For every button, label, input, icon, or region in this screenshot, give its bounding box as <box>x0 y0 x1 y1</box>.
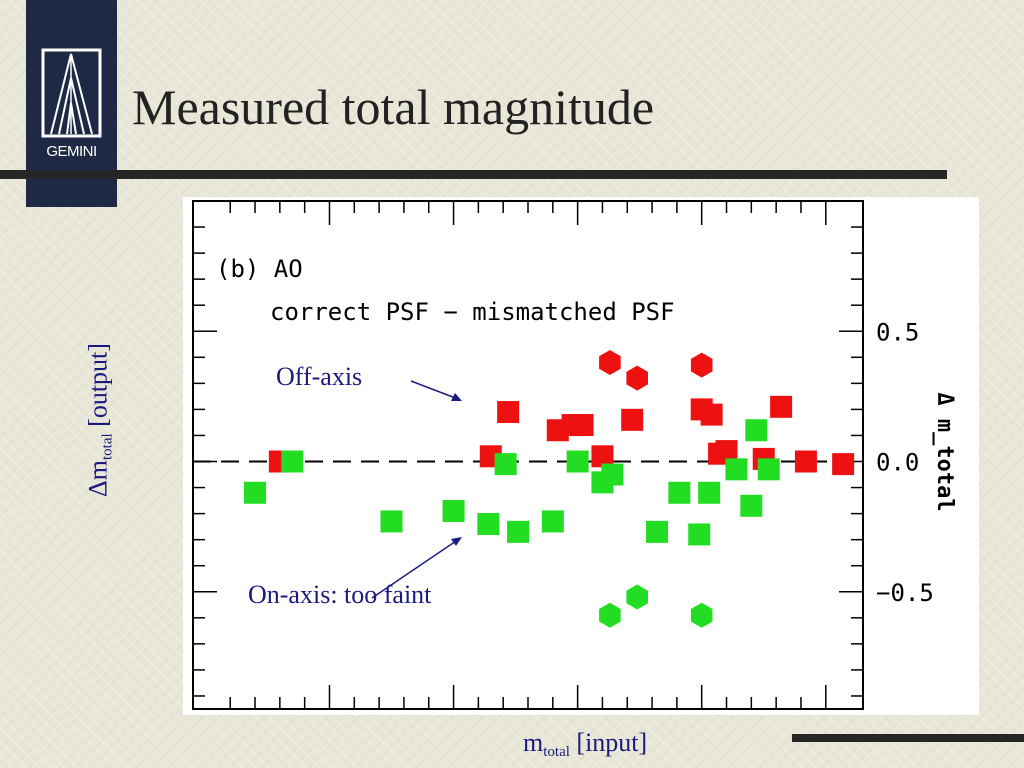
right-axis-label: Δ m_total <box>932 392 957 511</box>
gemini-logo-icon <box>41 48 102 138</box>
on-axis-arrow <box>371 538 460 599</box>
logo-text: GEMINI <box>46 143 97 160</box>
y-tick-label: −0.5 <box>876 579 934 607</box>
green-square-point <box>507 520 530 543</box>
y-tick-label: 0.5 <box>876 318 919 346</box>
on-axis-arrowhead <box>451 537 462 546</box>
title-underline-bar <box>0 170 947 179</box>
x-axis-label: mtotal [input] <box>523 728 648 760</box>
red-square-point <box>700 403 723 426</box>
off-axis-arrowhead <box>451 393 462 401</box>
red-square-point <box>571 414 594 437</box>
green-square-point <box>244 481 267 504</box>
green-square-point <box>281 450 304 473</box>
red-square-point <box>715 440 738 463</box>
slide-title: Measured total magnitude <box>132 79 655 135</box>
chart-subtitle: correct PSF − mismatched PSF <box>270 298 675 326</box>
red-square-point <box>832 453 855 476</box>
red-hexagon-point <box>599 350 621 375</box>
data-points <box>244 350 855 628</box>
red-square-point <box>770 395 793 418</box>
red-square-point <box>794 450 817 473</box>
y-tick-labels: 0.5 0.0 −0.5 <box>876 318 934 607</box>
green-square-point <box>646 520 669 543</box>
green-square-point <box>477 513 500 536</box>
on-axis-annotation: On-axis: too faint <box>248 580 432 609</box>
green-hexagon-point <box>626 584 648 610</box>
green-square-point <box>698 481 721 504</box>
green-square-point <box>601 463 624 486</box>
green-hexagon-point <box>690 602 713 628</box>
green-square-point <box>740 494 763 517</box>
green-square-point <box>541 510 564 533</box>
green-square-point <box>757 458 780 481</box>
green-square-point <box>688 523 711 546</box>
green-square-point <box>745 419 768 442</box>
green-square-point <box>494 453 517 476</box>
green-square-point <box>566 450 589 473</box>
green-square-point <box>668 481 691 504</box>
red-square-point <box>497 401 520 424</box>
green-square-point <box>725 458 748 481</box>
y-tick-label: 0.0 <box>876 449 919 477</box>
green-hexagon-point <box>599 602 621 628</box>
green-square-point <box>380 510 403 533</box>
off-axis-annotation: Off-axis <box>276 362 363 391</box>
panel-label: (b) AO <box>216 255 303 283</box>
red-hexagon-point <box>690 352 713 378</box>
green-square-point <box>442 500 465 523</box>
footer-bar <box>792 734 1024 742</box>
red-square-point <box>621 408 644 431</box>
off-axis-arrow <box>410 380 459 400</box>
red-square-point <box>591 445 614 468</box>
red-hexagon-point <box>626 365 648 391</box>
